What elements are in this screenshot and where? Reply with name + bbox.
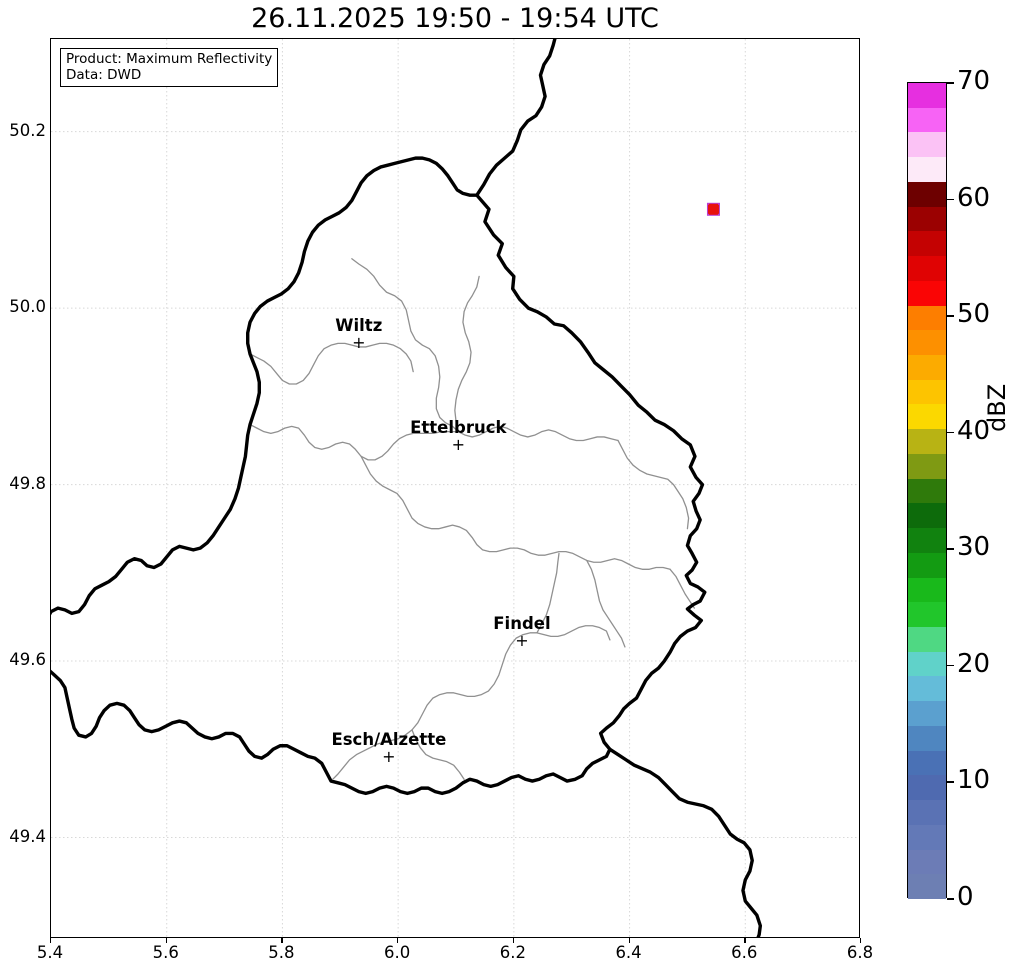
colorbar-band (908, 256, 946, 281)
colorbar-tick-mark (947, 664, 954, 667)
colorbar-band (908, 651, 946, 677)
colorbar-tick-label: 40 (957, 415, 991, 446)
colorbar-tick-mark (947, 82, 954, 84)
x-tick-mark (165, 938, 167, 943)
colorbar-tick-mark (947, 548, 954, 550)
figure-title: 26.11.2025 19:50 - 19:54 UTC (251, 3, 659, 34)
city-marker-icon: + (352, 333, 366, 352)
colorbar-tick-label: 0 (957, 882, 974, 912)
x-tick-mark (512, 938, 515, 943)
colorbar-band (908, 181, 946, 207)
data-source-line: Data: DWD (66, 67, 142, 83)
colorbar-band (908, 528, 946, 553)
colorbar-band (908, 800, 946, 825)
colorbar-band (908, 429, 946, 454)
colorbar-tick-mark (947, 198, 954, 201)
x-tick-label: 6.6 (731, 943, 758, 962)
y-tick-label: 50.0 (9, 297, 46, 317)
colorbar-tick-mark (947, 781, 954, 784)
national-borders (51, 39, 763, 937)
colorbar-band (908, 627, 946, 652)
map-plot-area[interactable]: Product: Maximum Reflectivity Data: DWD … (50, 38, 860, 938)
x-tick-label: 5.8 (268, 943, 295, 962)
colorbar-band (908, 231, 946, 257)
x-tick-mark (744, 938, 746, 943)
x-tick-label: 5.4 (36, 943, 64, 962)
colorbar-tick-mark (947, 898, 954, 900)
colorbar-band (908, 379, 946, 405)
colorbar-tick-label: 60 (957, 182, 991, 213)
colorbar-band (908, 107, 946, 133)
x-tick-mark (50, 938, 52, 943)
colorbar-band (908, 157, 946, 182)
city-marker-icon: + (451, 435, 466, 455)
city-label: Ettelbruck (410, 418, 507, 438)
x-axis-tick-labels: 5.4 5.6 5.8 6.0 6.2 6.4 6.6 6.8 (37, 943, 873, 967)
product-line: Product: Maximum Reflectivity (66, 51, 273, 67)
colorbar-tick-label: 20 (957, 648, 991, 679)
colorbar-band (908, 83, 946, 108)
colorbar-band (908, 503, 946, 529)
x-tick-label: 6.2 (499, 943, 526, 962)
colorbar-tick-label: 10 (957, 765, 991, 796)
city-label: Wiltz (335, 316, 383, 335)
colorbar-band (908, 552, 946, 578)
colorbar-band (908, 478, 946, 504)
colorbar-tick-mark (947, 431, 954, 434)
colorbar-band (908, 280, 946, 306)
colorbar-band (908, 330, 946, 355)
city-marker-icon: + (515, 631, 529, 651)
x-tick-mark (628, 938, 630, 943)
y-tick-label: 50.2 (9, 120, 46, 140)
colorbar-band (908, 725, 946, 751)
y-tick-label: 49.6 (9, 650, 46, 670)
product-info-box: Product: Maximum Reflectivity Data: DWD (60, 48, 279, 87)
x-tick-label: 5.6 (152, 943, 179, 962)
x-tick-mark (281, 938, 283, 943)
colorbar-band (908, 305, 946, 331)
y-tick-label: 49.4 (9, 826, 46, 846)
colorbar-axis-label: dBZ (983, 383, 1011, 432)
radar-echo-layer (706, 202, 720, 216)
colorbar-band (908, 453, 946, 479)
colorbar-band (908, 676, 946, 702)
y-axis-tick-labels: 49.4 49.6 49.8 50.0 50.2 (0, 38, 46, 938)
x-tick-label: 6.8 (846, 943, 874, 962)
colorbar-tick-mark (947, 315, 954, 317)
grid-lines (51, 39, 859, 937)
x-tick-mark (397, 938, 399, 943)
x-tick-label: 6.4 (615, 943, 642, 962)
map-canvas (51, 39, 859, 937)
colorbar-band (908, 701, 946, 726)
colorbar-band (908, 404, 946, 430)
colorbar-band (908, 874, 946, 899)
x-tick-mark (860, 938, 862, 943)
y-tick-label: 49.8 (9, 473, 46, 493)
colorbar-band (908, 206, 946, 232)
colorbar-band (908, 355, 946, 380)
x-tick-label: 6.0 (384, 943, 411, 962)
colorbar-band (908, 750, 946, 776)
colorbar-band (908, 577, 946, 603)
colorbar-tick-label: 70 (957, 66, 991, 96)
colorbar-band (908, 775, 946, 801)
colorbar-tick-label: 30 (957, 532, 991, 563)
city-label: Esch/Alzette (331, 729, 447, 749)
city-marker-icon: + (382, 746, 396, 766)
colorbar-band (908, 824, 946, 850)
colorbar-band (908, 132, 946, 158)
colorbar (907, 82, 947, 899)
colorbar-band (908, 849, 946, 875)
colorbar-tick-label: 50 (957, 299, 991, 330)
city-label: Findel (493, 614, 551, 634)
district-borders (249, 258, 696, 782)
colorbar-band (908, 602, 946, 627)
